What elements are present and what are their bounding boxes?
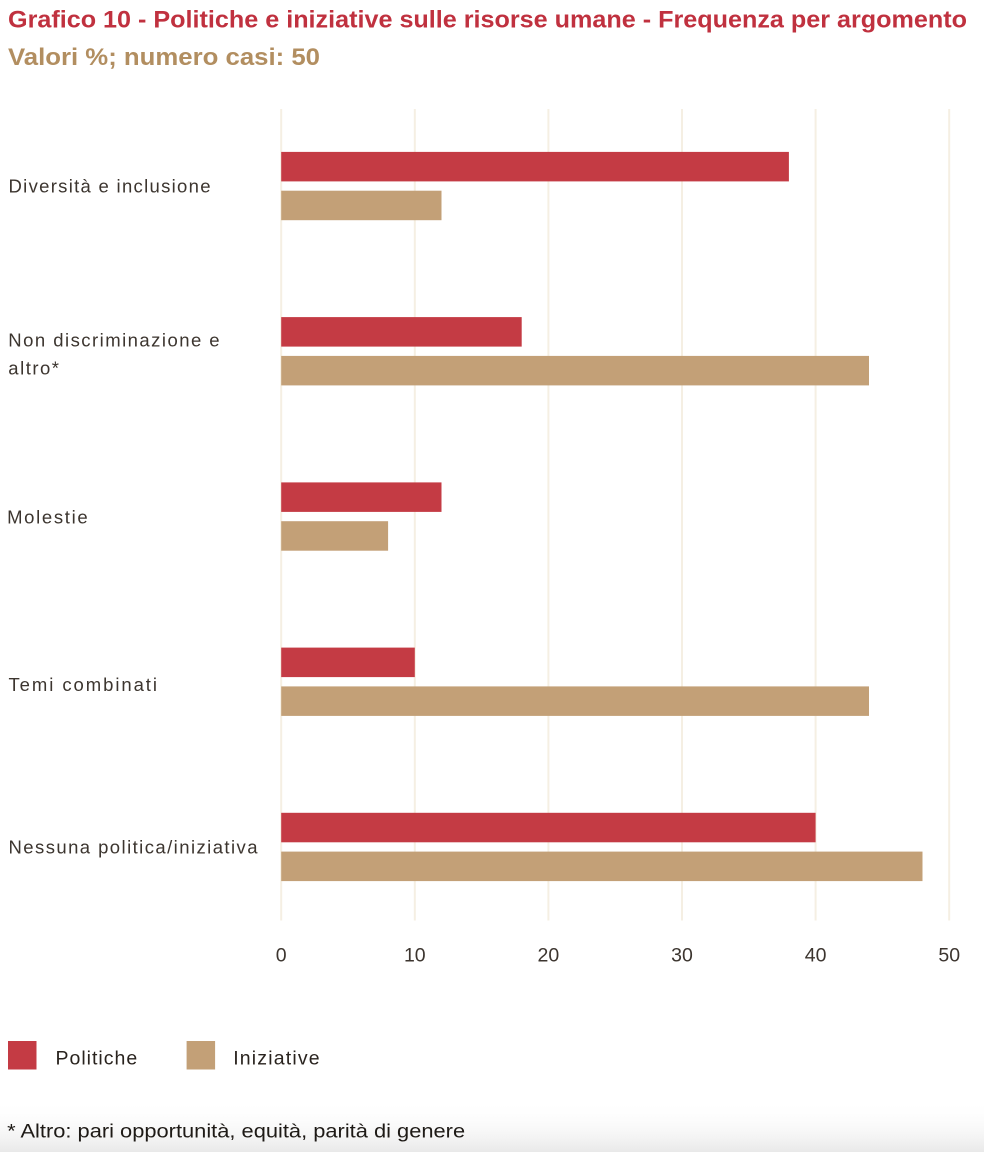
svg-text:10: 10 — [404, 944, 426, 966]
svg-text:Politiche: Politiche — [56, 1047, 138, 1069]
svg-text:50: 50 — [938, 944, 960, 966]
svg-text:40: 40 — [805, 944, 827, 966]
svg-text:Nessuna politica/iniziativa: Nessuna politica/iniziativa — [9, 836, 259, 857]
svg-text:altro*: altro* — [8, 357, 59, 378]
svg-text:20: 20 — [538, 944, 560, 966]
svg-text:Grafico 10 - Politiche e inizi: Grafico 10 - Politiche e iniziative sull… — [8, 7, 967, 34]
svg-text:Diversità e inclusione: Diversità e inclusione — [9, 176, 211, 197]
svg-text:30: 30 — [671, 944, 693, 966]
svg-text:Molestie: Molestie — [7, 507, 88, 528]
svg-text:Valori %; numero casi: 50: Valori %; numero casi: 50 — [8, 44, 320, 71]
svg-text:* Altro: pari opportunità, equ: * Altro: pari opportunità, equità, parit… — [7, 1122, 465, 1143]
svg-text:Non discriminazione e: Non discriminazione e — [8, 329, 219, 350]
svg-text:0: 0 — [276, 944, 287, 966]
svg-text:Iniziative: Iniziative — [233, 1047, 319, 1069]
